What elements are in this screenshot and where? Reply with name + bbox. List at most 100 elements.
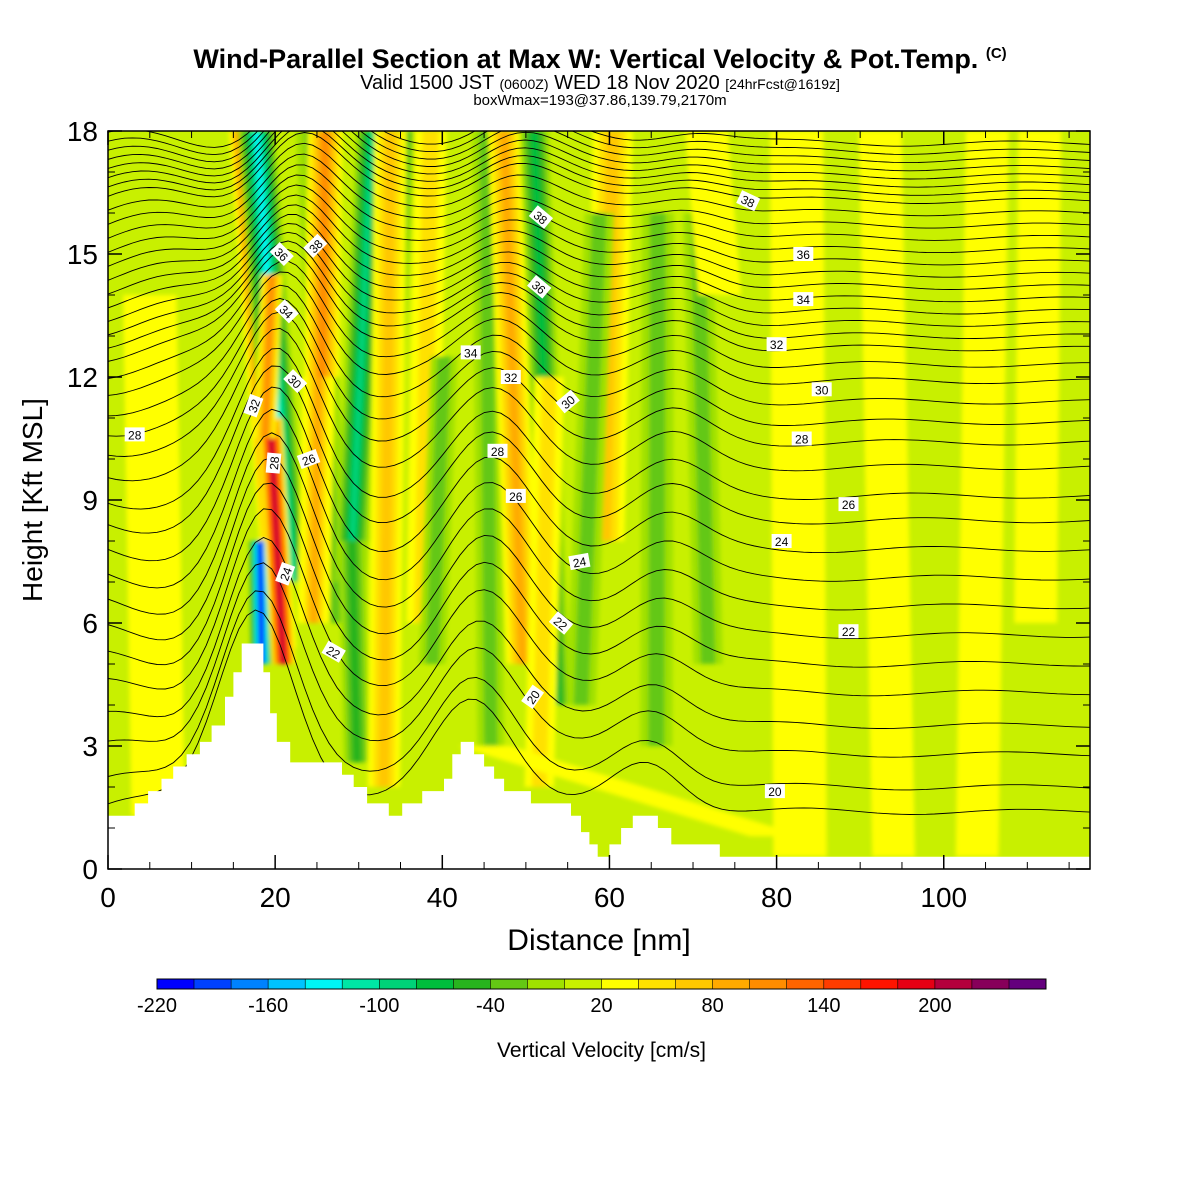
theta-label-box [793,292,814,307]
colorbar-swatch [601,979,639,989]
x-tick-label: 100 [920,882,967,913]
theta-contour-19.5 [108,609,1090,815]
theta-contour-27.5 [108,271,1090,396]
colorbar-tick-label: 140 [807,995,840,1017]
theta-contour-38 [108,131,1090,148]
theta-label: 26 [509,490,523,504]
valid-utc: (0600Z) [499,76,549,92]
theta-label-box [811,382,832,397]
theta-contour-28 [108,260,1090,379]
colorbar-swatch [305,979,343,989]
colorbar-tick-label: 80 [701,995,723,1017]
valid-time-line: Valid 1500 JST (0600Z) WED 18 Nov 2020 [… [0,72,1200,95]
theta-contour-34.5 [108,132,1090,204]
theta-label: 32 [504,371,518,385]
velocity-band-6-4 [318,131,329,377]
colorbar: -220 -160 -100 -40 20 80 140 200 Vertical Veloci… [137,978,1047,1062]
theta-label-group-0: 28 [124,427,145,442]
terrain [108,643,1090,869]
colorbar-tick-label: -160 [248,995,288,1017]
velocity-band-26-0 [1014,131,1062,623]
theta-label: 32 [770,338,784,352]
x-tick-label: 20 [260,882,291,913]
theta-label-box [243,393,264,418]
colorbar-tick-label: -40 [476,995,505,1017]
theta-label-group-7: 26 [296,449,321,469]
theta-contour-24 [108,386,1090,562]
theta-label-box [764,784,785,799]
theta-label-group-20: 38 [736,190,761,212]
theta-label: 24 [775,535,789,549]
theta-label: 24 [277,565,295,583]
theta-contour-32.5 [108,174,1090,254]
copyright-mark: (C) [985,45,1007,62]
colorbar-swatch [638,979,676,989]
chart-title: Wind-Parallel Section at Max W: Vertical… [0,44,1200,75]
theta-contour-33.5 [108,153,1090,229]
theta-label: 28 [128,428,142,442]
theta-label-group-29: 20 [764,784,785,799]
theta-label: 26 [300,451,318,469]
theta-label-group-1: 36 [269,241,294,267]
theta-label-group-24: 30 [811,382,832,397]
y-tick-label: 12 [67,362,98,393]
theta-contour-23 [108,432,1090,615]
theta-contour-26.5 [108,297,1090,437]
y-tick-label: 9 [82,485,98,516]
theta-label: 20 [768,785,782,799]
colorbar-tick-label: 200 [918,995,951,1017]
theta-contour-20 [108,590,1090,791]
theta-label-box [766,337,787,352]
colorbar-tick-label: -100 [359,995,399,1017]
theta-label-box [555,389,580,414]
y-tick-label: 6 [82,608,98,639]
y-tick-label: 15 [67,239,98,270]
theta-label-group-5: 32 [243,393,264,418]
colorbar-swatch [934,979,973,989]
theta-label-group-26: 26 [838,497,859,512]
theta-label-group-17: 24 [568,552,591,571]
title-main: Wind-Parallel Section at Max W: Vertical… [193,44,979,74]
colorbar-swatch [786,979,825,989]
theta-label-box [283,369,308,394]
theta-label-box [303,233,328,258]
theta-label-box [274,299,299,324]
theta-label-box [527,275,552,299]
theta-contour-34 [108,142,1090,217]
theta-label-box [265,452,282,474]
y-axis-label: Height [Kft MSL] [17,398,48,602]
theta-label-box [568,552,591,571]
theta-label-group-18: 22 [548,611,574,635]
colorbar-swatch [490,979,528,989]
theta-label-box [791,431,812,446]
theta-label-box [548,611,574,635]
theta-contour-26 [108,311,1090,457]
theta-contour-29.5 [108,231,1090,336]
x-axis-label: Distance [nm] [507,924,690,957]
velocity-band-12-1 [414,131,439,623]
theta-label-box [736,190,761,212]
theta-label: 22 [842,625,856,639]
theta-label-group-21: 36 [793,247,814,262]
theta-contour-37.5 [108,131,1090,156]
theta-label-group-25: 28 [791,431,812,447]
colorbar-swatch [231,979,269,989]
theta-label-box [321,640,346,663]
colorbar-swatch [971,979,1010,989]
theta-label-group-19: 20 [521,684,545,710]
theta-label: 38 [739,192,757,210]
velocity-band-3-9 [268,418,285,664]
theta-contour-33 [108,164,1090,241]
theta-label-group-23: 32 [766,337,787,352]
theta-contour-24.5 [108,365,1090,534]
colorbar-label: Vertical Velocity [cm/s] [497,1039,706,1062]
theta-contour-36.5 [108,131,1090,172]
theta-label: 28 [491,445,505,459]
theta-label-box [521,684,545,710]
valid-prefix: Valid 1500 JST [360,72,494,94]
velocity-band-28-0 [457,746,804,837]
terrain-profile [108,643,1090,869]
theta-label-box [296,449,321,469]
